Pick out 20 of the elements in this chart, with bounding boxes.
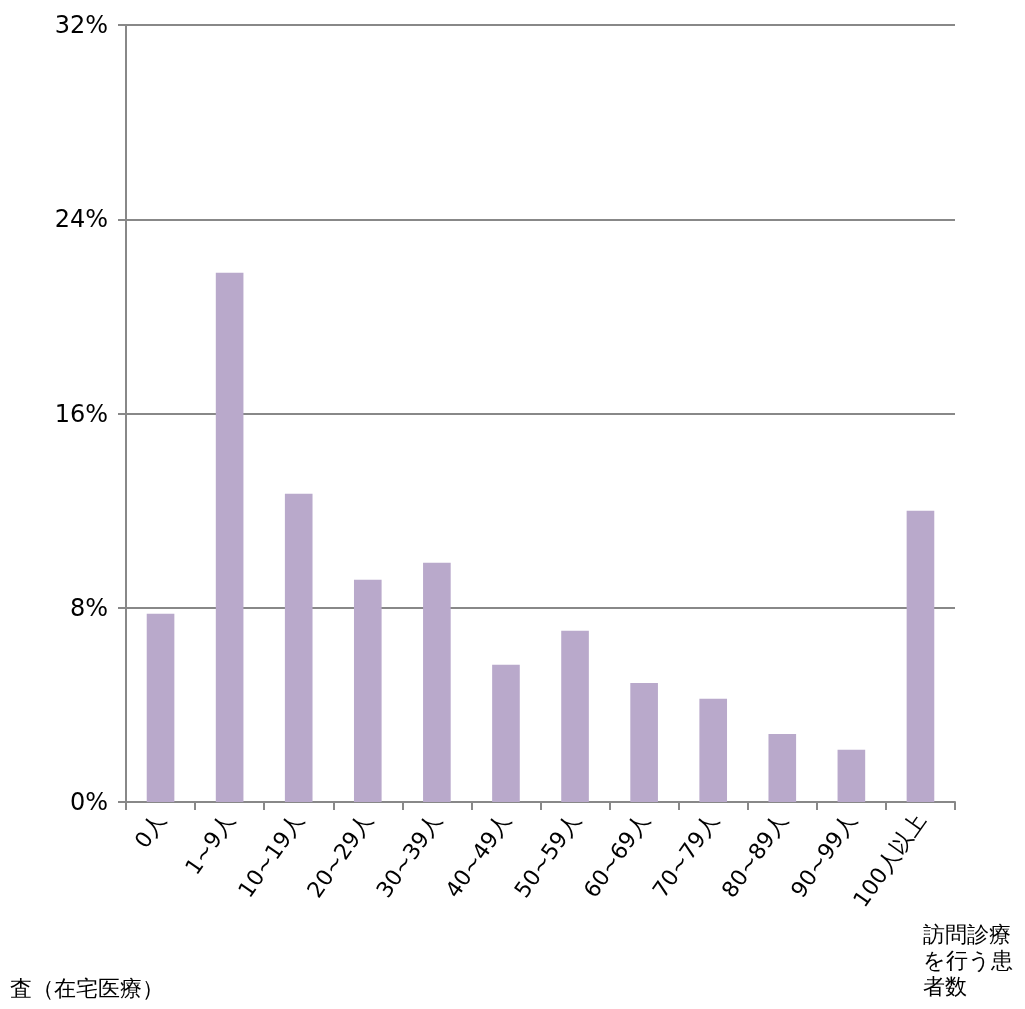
- bar: [906, 510, 935, 802]
- y-tick-label: 24%: [54, 205, 108, 234]
- y-tick-label: 0%: [69, 788, 108, 816]
- bar: [353, 579, 382, 802]
- x-tick-label: 0人: [129, 808, 171, 853]
- bar: [215, 272, 244, 802]
- bar: [699, 698, 728, 802]
- bar: [837, 749, 866, 802]
- bar: [561, 630, 589, 802]
- bar: [146, 613, 175, 802]
- y-tick-label: 16%: [54, 399, 108, 428]
- bar: [423, 562, 451, 802]
- bar: [492, 664, 520, 802]
- bar: [630, 683, 658, 802]
- y-tick-label: 32%: [54, 11, 108, 39]
- y-tick-label: 8%: [69, 593, 108, 622]
- bar: [768, 734, 797, 802]
- bar: [284, 493, 313, 802]
- text: 査（在宅医療）: [10, 975, 164, 1001]
- x-axis-title: 訪問診療を行う患者数: [923, 921, 1013, 999]
